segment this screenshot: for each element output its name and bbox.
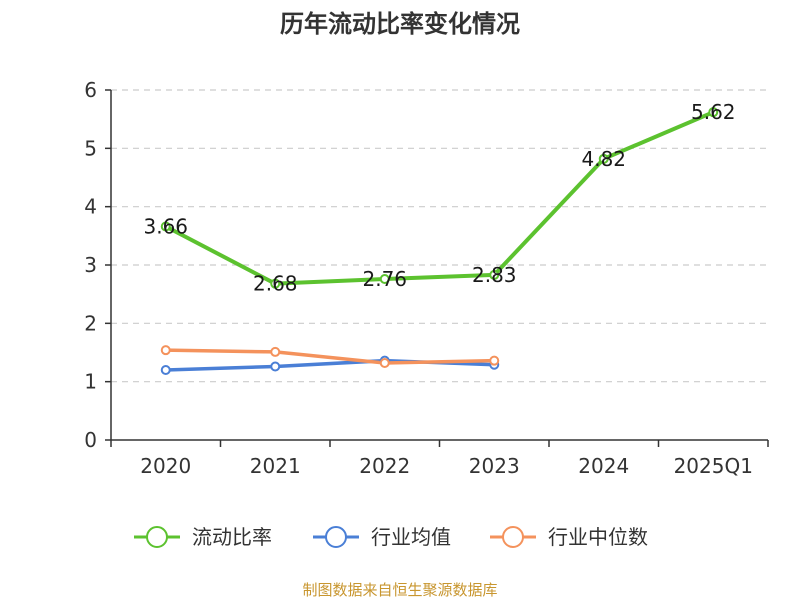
series-line-2 [164,348,496,365]
data-label: 5.62 [691,100,736,124]
y-tick-label: 4 [84,195,97,219]
chart-title: 历年流动比率变化情况 [280,10,520,38]
y-tick-label: 0 [84,428,97,452]
data-point[interactable] [708,107,719,118]
legend-item-0[interactable]: 流动比率 [134,525,272,549]
data-point[interactable] [160,365,171,375]
x-tick-label: 2025Q1 [674,454,753,478]
x-tick-label: 2022 [359,454,410,478]
y-tick-label: 3 [84,253,97,277]
series-lines [163,110,716,372]
x-axis-tick-labels: 2020 2021 2022 2023 2024 2025Q1 [140,454,753,478]
legend-label: 行业均值 [371,525,451,549]
legend-marker [325,526,347,548]
source-note: 制图数据来自恒生聚源数据库 [302,581,497,599]
data-point[interactable] [160,221,171,232]
data-label: 2.83 [472,263,517,287]
x-tick-label: 2021 [250,454,301,478]
data-point[interactable] [160,345,171,356]
data-point[interactable] [270,346,281,357]
legend-marker [502,526,524,548]
legend-item-1[interactable]: 行业均值 [313,525,451,549]
y-tick-label: 6 [84,78,97,102]
legend[interactable]: 流动比率 行业均值 行业中位数 [134,525,648,549]
data-point[interactable] [270,278,281,289]
x-tick-label: 2020 [140,454,191,478]
legend-label: 行业中位数 [548,525,648,549]
y-axis-tick-labels: 0 1 2 3 4 5 6 [84,78,97,452]
data-point[interactable] [270,361,281,372]
data-point[interactable] [379,274,390,284]
data-points [160,107,719,375]
data-point[interactable] [379,358,390,368]
data-point[interactable] [489,269,500,280]
data-label: 2.68 [253,272,298,296]
legend-label: 流动比率 [192,525,272,549]
y-tick-label: 2 [84,311,97,335]
x-tick-label: 2023 [469,454,520,478]
data-label: 3.66 [143,215,188,239]
gridlines [111,89,768,383]
x-tick-label: 2024 [578,454,629,478]
legend-item-2[interactable]: 行业中位数 [490,525,648,549]
data-label: 4.82 [581,147,626,171]
data-label: 2.76 [362,267,407,291]
series-line-0 [163,110,716,286]
data-point[interactable] [598,153,609,164]
data-point[interactable] [489,355,500,366]
y-tick-label: 5 [84,136,97,160]
axes [105,89,769,447]
y-tick-label: 1 [84,370,97,394]
data-labels: 3.66 2.68 2.76 2.83 4.82 5.62 [143,100,736,296]
legend-marker [146,526,168,548]
